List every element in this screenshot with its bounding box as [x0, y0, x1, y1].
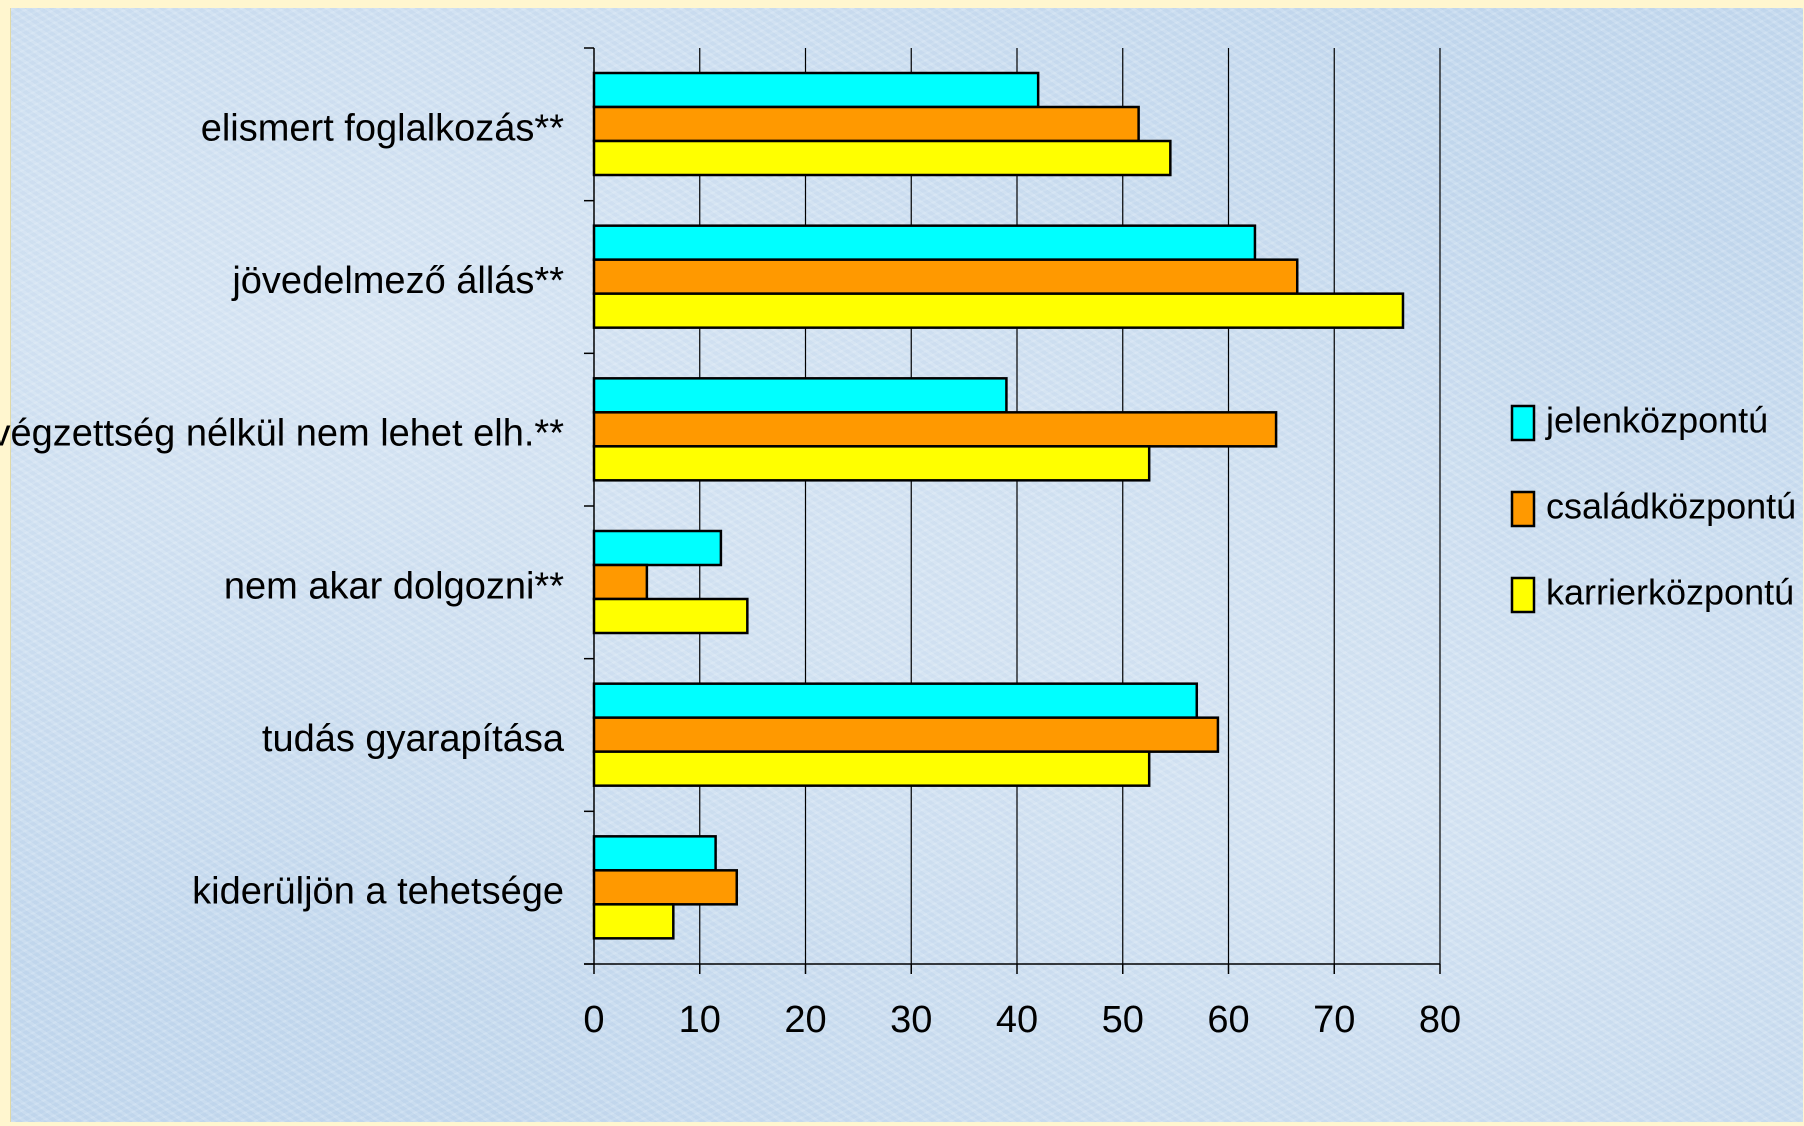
legend: jelenközpontú családközpontú karrierközpon…: [1510, 400, 1796, 614]
x-tick-label-50: 50: [1102, 999, 1144, 1041]
bar-6-1: [592, 835, 717, 872]
bar-5-2: [592, 716, 1220, 753]
bar-6-3: [592, 903, 675, 940]
legend-label-1: jelenközpontú: [1545, 400, 1768, 441]
chart-background: [10, 8, 1803, 1122]
bar-1-3: [592, 139, 1172, 177]
bar-4-2: [592, 563, 649, 601]
bar-2-1: [592, 224, 1257, 261]
x-tick-label-60: 60: [1207, 999, 1249, 1041]
x-tick-label-20: 20: [784, 999, 826, 1041]
category-label-2: jövedelmező állás**: [231, 260, 564, 302]
bar-1-2: [592, 105, 1140, 143]
category-label-6: kiderüljön a tehetsége: [192, 871, 564, 913]
x-tick-label-0: 0: [583, 999, 604, 1041]
bar-5-3: [592, 750, 1151, 787]
bar-5-1: [592, 682, 1199, 719]
bars: [592, 71, 1405, 940]
legend-label-3: karrierközpontú: [1546, 572, 1794, 613]
x-tick-label-10: 10: [679, 999, 721, 1041]
category-label-1: elismert foglalkozás**: [201, 107, 564, 149]
bar-3-2: [592, 411, 1278, 448]
bar-4-1: [592, 529, 723, 567]
bar-3-1: [592, 377, 1008, 414]
bar-4-3: [592, 597, 749, 635]
bar-6-2: [592, 869, 739, 906]
category-label-5: tudás gyarapítása: [262, 718, 565, 760]
legend-swatch-1: [1510, 404, 1536, 442]
bar-2-2: [592, 258, 1299, 295]
x-tick-label-30: 30: [890, 999, 932, 1041]
x-tick-label-40: 40: [996, 999, 1038, 1041]
category-label-3: végzettség nélkül nem lehet elh.**: [0, 413, 564, 455]
x-tick-label-80: 80: [1419, 999, 1461, 1041]
x-tick-label-70: 70: [1313, 999, 1355, 1041]
legend-label-2: családközpontú: [1546, 486, 1796, 527]
labels: elismert foglalkozás** jövedelmező állás*…: [0, 107, 1461, 1041]
bar-3-3: [592, 445, 1151, 482]
gridlines: [699, 48, 1441, 964]
axes: [584, 47, 1441, 974]
bar-2-3: [592, 292, 1405, 329]
category-label-4: nem akar dolgozni**: [224, 565, 564, 607]
legend-swatch-3: [1510, 576, 1536, 614]
legend-swatch-2: [1510, 490, 1536, 528]
bar-1-1: [592, 71, 1040, 109]
